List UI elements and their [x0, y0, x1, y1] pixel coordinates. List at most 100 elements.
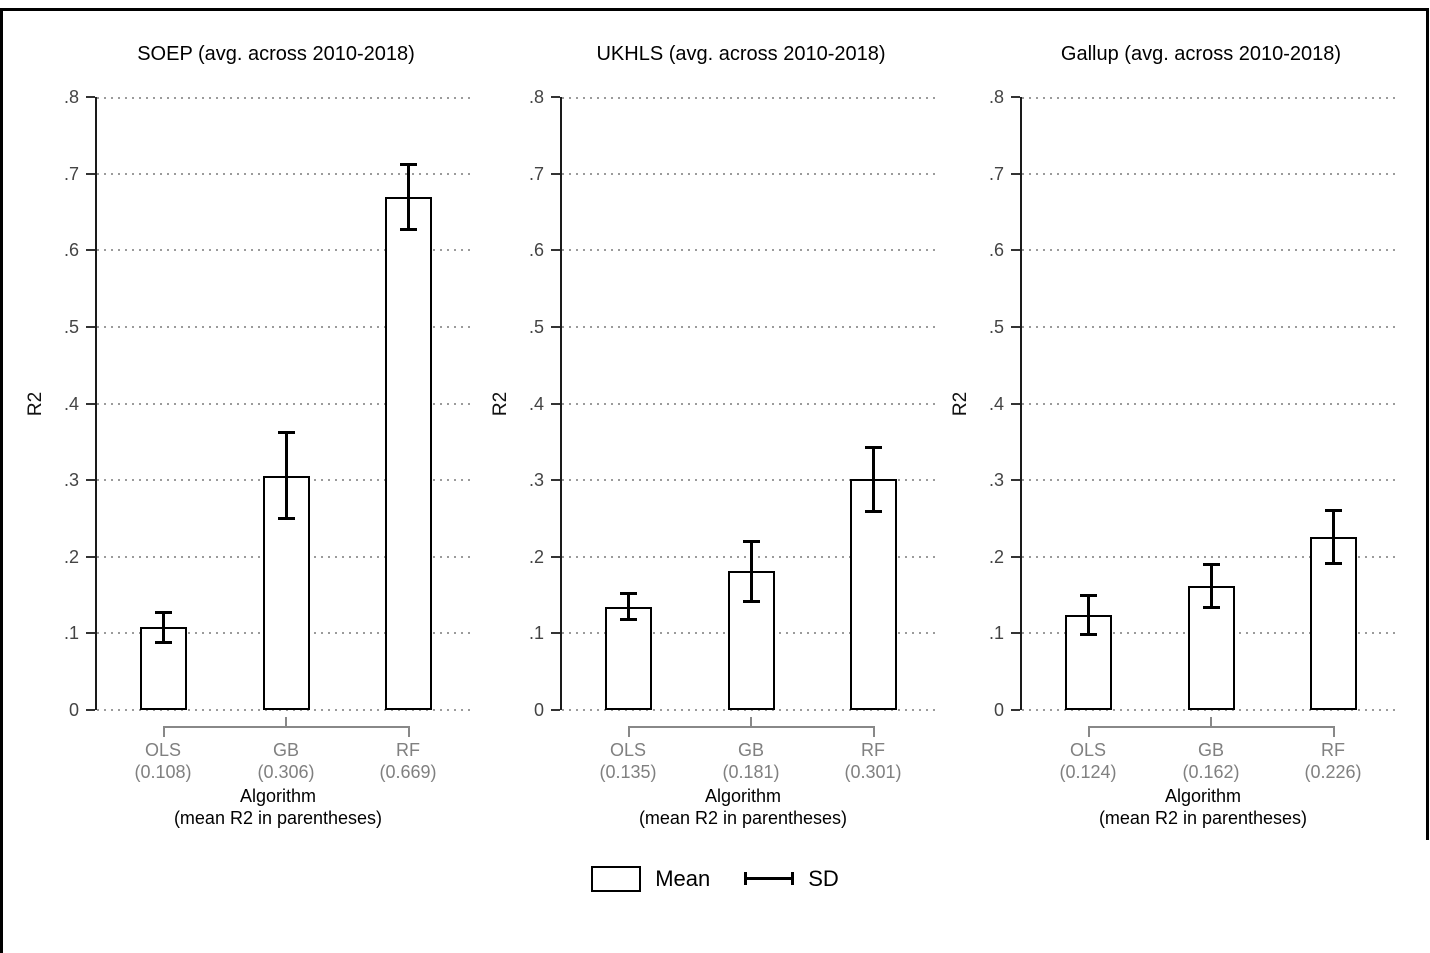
category-mean-value: (0.226) [1304, 762, 1362, 782]
panel-body: R2 0 .1 .2 .3 .4 .5 .6 .7 .8 OLS (0.135) GB (0.181) RF… [490, 87, 938, 828]
x-axis-subtitle: (mean R2 in parentheses) [638, 808, 848, 828]
legend-sd-label: SD [808, 866, 839, 891]
plot-area: OLS (0.108) GB (0.306) RF (0.669) Algorithm (me… [95, 97, 473, 828]
category-mean-value: (0.124) [1059, 762, 1117, 782]
y-tick-mark [551, 96, 560, 98]
y-axis-label: R2 [950, 391, 972, 416]
error-bar-cap-bottom [864, 509, 882, 513]
y-tick-column: 0 .1 .2 .3 .4 .5 .6 .7 .8 [50, 87, 95, 720]
y-tick-mark [1011, 632, 1020, 635]
legend: Mean SD [0, 866, 1430, 892]
error-bar-cap-top [864, 446, 882, 450]
gridline [97, 172, 473, 175]
category-label: GB [737, 740, 764, 760]
category-label: GB [272, 740, 299, 760]
y-tick-mark [86, 96, 95, 98]
y-tick-column: 0 .1 .2 .3 .4 .5 .6 .7 .8 [975, 87, 1020, 720]
y-tick-mark [551, 249, 560, 252]
gridline [1022, 402, 1398, 405]
panel-body: R2 0 .1 .2 .3 .4 .5 .6 .7 .8 OLS (0.124) GB (0.162) RF… [950, 87, 1398, 828]
y-tick-mark [86, 709, 95, 711]
gridline [1022, 249, 1398, 252]
error-bar-cap-top [277, 430, 295, 434]
y-tick-mark [1011, 172, 1020, 175]
category-bracket-mid-tick [1210, 717, 1212, 728]
y-tick-label: .4 [988, 393, 1004, 414]
error-bar-line [284, 431, 288, 520]
y-axis-label-column: R2 [490, 97, 515, 710]
y-tick-label: .3 [988, 470, 1004, 491]
panel-title: UKHLS (avg. across 2010-2018) [596, 43, 886, 65]
y-tick-label: .6 [63, 240, 79, 261]
category-mean-value: (0.306) [257, 762, 315, 782]
y-axis-label: R2 [25, 391, 47, 416]
category-bracket-end-left [163, 726, 165, 737]
category-bracket-end-right [873, 726, 875, 737]
error-bar-line [406, 164, 410, 231]
error-bar-cap-top [399, 163, 417, 167]
y-tick-label: .4 [528, 393, 544, 414]
y-tick-mark [86, 172, 95, 175]
error-bar-cap-bottom [619, 618, 637, 622]
error-bar-cap-bottom [154, 640, 172, 644]
figure-border-left [0, 8, 3, 953]
category-label: RF [861, 740, 885, 760]
y-tick-label: .3 [528, 470, 544, 491]
y-tick-mark [551, 555, 560, 558]
bar [1309, 537, 1357, 710]
category-label: GB [1197, 740, 1224, 760]
error-bar-cap-bottom [1079, 632, 1097, 636]
chart-panel: UKHLS (avg. across 2010-2018) R2 0 .1 .2 .3 .4… [490, 40, 938, 828]
category-mean-value: (0.108) [134, 762, 192, 782]
error-bar-cap-bottom [742, 599, 760, 603]
category-mean-value: (0.162) [1182, 762, 1240, 782]
plot-area: OLS (0.124) GB (0.162) RF (0.226) Algorithm (me… [1020, 97, 1398, 828]
panel-body: R2 0 .1 .2 .3 .4 .5 .6 .7 .8 OLS (0.108) GB (0.306) RF… [25, 87, 473, 828]
panel-title: SOEP (avg. across 2010-2018) [137, 43, 415, 65]
gridline [562, 97, 938, 99]
category-bracket-end-left [1088, 726, 1090, 737]
chart-panel: SOEP (avg. across 2010-2018) R2 0 .1 .2 .3 .4.… [25, 40, 473, 828]
error-bar-cap-bottom [1324, 561, 1342, 565]
y-tick-mark [1011, 402, 1020, 405]
gridline [562, 172, 938, 175]
y-axis-label-column: R2 [25, 97, 50, 710]
y-tick-label: .7 [63, 163, 79, 184]
y-tick-mark [86, 632, 95, 635]
y-tick-label: .3 [63, 470, 79, 491]
category-label: OLS [144, 740, 182, 760]
category-mean-value: (0.135) [599, 762, 657, 782]
y-tick-mark [1011, 479, 1020, 482]
y-tick-mark [86, 249, 95, 252]
error-bar-cap-bottom [277, 517, 295, 521]
category-bracket-mid-tick [285, 717, 287, 728]
error-bar-cap-bottom [1202, 606, 1220, 610]
y-tick-mark [551, 709, 560, 711]
gridline [562, 325, 938, 328]
sd-line [744, 877, 795, 880]
y-tick-mark [86, 479, 95, 482]
y-tick-label: .6 [528, 240, 544, 261]
category-label: RF [396, 740, 420, 760]
error-bar-line [626, 592, 630, 621]
gridline [97, 249, 473, 252]
gridline [97, 325, 473, 328]
gridline [1022, 172, 1398, 175]
y-axis-label: R2 [490, 391, 512, 416]
error-bar-line [871, 447, 875, 512]
legend-mean-swatch [591, 866, 642, 892]
error-bar-cap-top [154, 610, 172, 614]
y-tick-label: 0 [533, 700, 544, 720]
gridline [1022, 325, 1398, 328]
gridline [1022, 97, 1398, 99]
error-bar-cap-top [1079, 594, 1097, 598]
gridline [562, 402, 938, 405]
chart-panel: Gallup (avg. across 2010-2018) R2 0 .1 .2 .3.… [950, 40, 1398, 828]
category-bracket-end-right [1333, 726, 1335, 737]
error-bar-line [749, 540, 753, 602]
y-tick-mark [551, 402, 560, 405]
error-bar-line [1209, 563, 1213, 609]
error-bar-cap-bottom [399, 228, 417, 232]
gridline [562, 249, 938, 252]
y-tick-mark [1011, 709, 1020, 711]
